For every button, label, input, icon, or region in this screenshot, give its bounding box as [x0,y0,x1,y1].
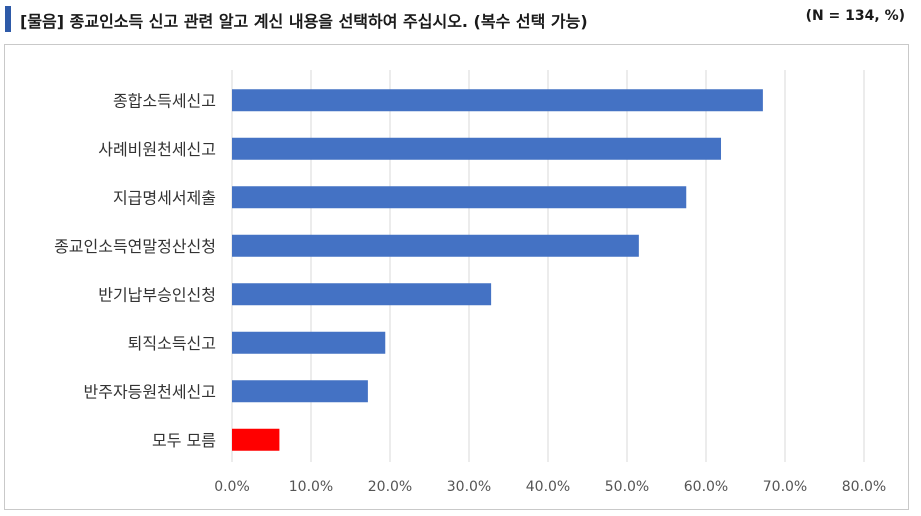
category-label: 모두 모름 [152,431,216,450]
x-tick-label: 20.0% [368,479,412,495]
title-bar: [물음] 종교인소득 신고 관련 알고 계신 내용을 선택하여 주십시오. (복… [0,0,921,40]
chart-frame [4,44,909,510]
bar [232,89,763,112]
bar [232,186,687,209]
x-tick-label: 70.0% [763,479,807,495]
category-label: 퇴직소득신고 [128,334,216,353]
x-tick-label: 30.0% [447,479,491,495]
x-tick-label: 0.0% [214,479,250,495]
x-tick-label: 10.0% [289,479,333,495]
bar [232,428,280,451]
category-label: 반주자등원천세신고 [84,382,216,401]
category-label: 종교인소득연말정산신청 [54,237,216,256]
title-accent-bar [5,6,11,32]
category-label: 반기납부승인신청 [98,285,216,304]
x-tick-label: 40.0% [526,479,570,495]
bar [232,137,722,160]
bar [232,283,492,306]
category-label: 지급명세서제출 [113,188,216,207]
bar [232,234,639,257]
category-label: 종합소득세신고 [113,91,216,110]
bar [232,331,386,354]
x-tick-label: 50.0% [605,479,649,495]
x-tick-label: 60.0% [684,479,728,495]
sample-size-note: (N = 134, %) [805,8,905,24]
bar [232,380,368,403]
chart-title: [물음] 종교인소득 신고 관련 알고 계신 내용을 선택하여 주십시오. (복… [20,12,588,31]
category-label: 사례비원천세신고 [98,140,216,159]
x-tick-label: 80.0% [842,479,886,495]
